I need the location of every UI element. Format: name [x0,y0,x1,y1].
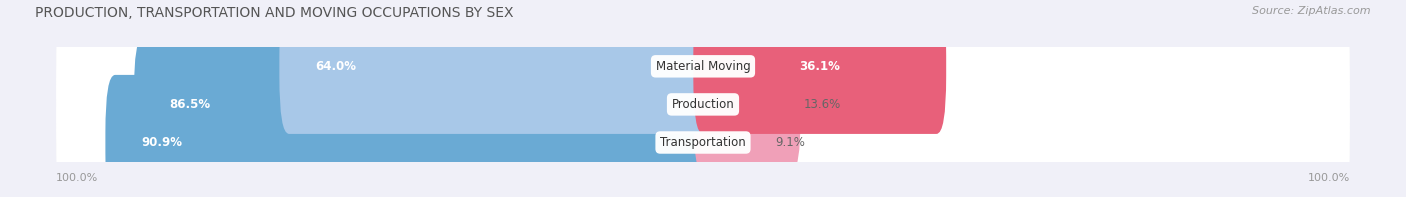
Text: 9.1%: 9.1% [775,136,804,149]
Text: 36.1%: 36.1% [799,60,841,73]
FancyBboxPatch shape [56,85,1350,124]
FancyBboxPatch shape [56,15,1350,194]
Text: Transportation: Transportation [661,136,745,149]
Text: 90.9%: 90.9% [141,136,181,149]
FancyBboxPatch shape [134,37,713,172]
FancyBboxPatch shape [693,75,772,197]
FancyBboxPatch shape [693,0,946,134]
FancyBboxPatch shape [56,47,1350,85]
FancyBboxPatch shape [693,37,800,172]
Text: 13.6%: 13.6% [804,98,841,111]
Text: 86.5%: 86.5% [170,98,211,111]
Text: Source: ZipAtlas.com: Source: ZipAtlas.com [1253,6,1371,16]
Text: Material Moving: Material Moving [655,60,751,73]
Text: 100.0%: 100.0% [1308,173,1350,183]
FancyBboxPatch shape [105,75,713,197]
Text: 64.0%: 64.0% [315,60,356,73]
FancyBboxPatch shape [56,124,1350,162]
Text: PRODUCTION, TRANSPORTATION AND MOVING OCCUPATIONS BY SEX: PRODUCTION, TRANSPORTATION AND MOVING OC… [35,6,513,20]
Text: Production: Production [672,98,734,111]
FancyBboxPatch shape [56,0,1350,156]
FancyBboxPatch shape [280,0,713,134]
FancyBboxPatch shape [56,53,1350,197]
Text: 100.0%: 100.0% [56,173,98,183]
